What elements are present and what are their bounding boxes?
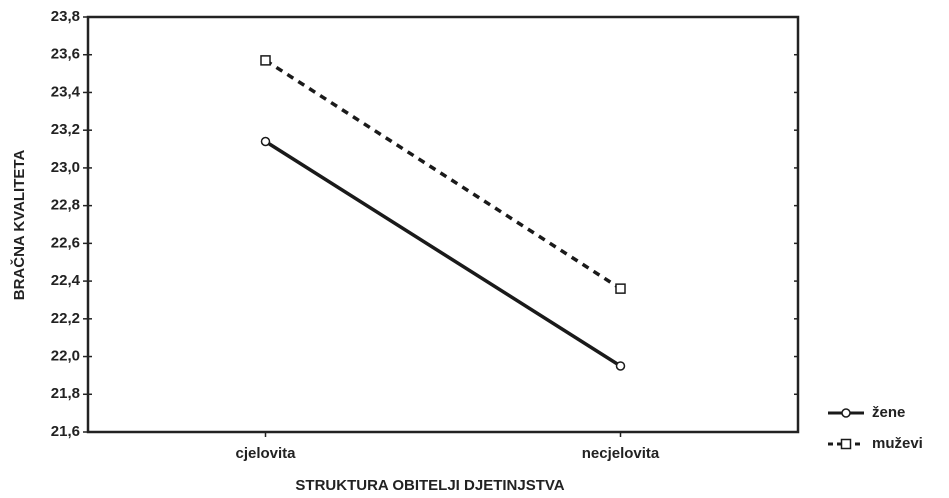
legend-label: žene: [872, 404, 905, 421]
y-tick-label: 21,8: [51, 385, 80, 402]
y-tick-label: 22,8: [51, 197, 80, 214]
legend-marker: [840, 438, 852, 450]
y-tick-label: 23,0: [51, 159, 80, 176]
y-tick-label: 23,6: [51, 46, 80, 63]
data-point: [615, 361, 626, 371]
series-line: [264, 140, 622, 368]
data-point: [260, 136, 271, 147]
y-tick-label: 23,4: [51, 83, 81, 100]
x-axis-title: STRUKTURA OBITELJI DJETINJSTVA: [295, 477, 564, 494]
y-tick-label: 23,8: [51, 8, 80, 25]
y-tick-label: 22,2: [51, 310, 80, 327]
data-point: [260, 55, 271, 66]
x-tick-label: cjelovita: [235, 445, 296, 462]
y-tick-label: 23,2: [51, 121, 80, 138]
series-line: [264, 58, 622, 291]
legend-label: muževi: [872, 435, 923, 452]
y-tick-label: 22,6: [51, 234, 80, 251]
x-tick-label: necjelovita: [582, 445, 660, 462]
plot-frame: [86, 15, 800, 434]
y-tick-label: 22,4: [51, 272, 81, 289]
y-tick-label: 21,6: [51, 423, 80, 440]
legend-marker: [841, 408, 851, 418]
data-point: [615, 283, 626, 294]
y-axis-title: BRAČNA KVALITETA: [10, 150, 28, 301]
y-tick-label: 22,0: [51, 348, 80, 365]
